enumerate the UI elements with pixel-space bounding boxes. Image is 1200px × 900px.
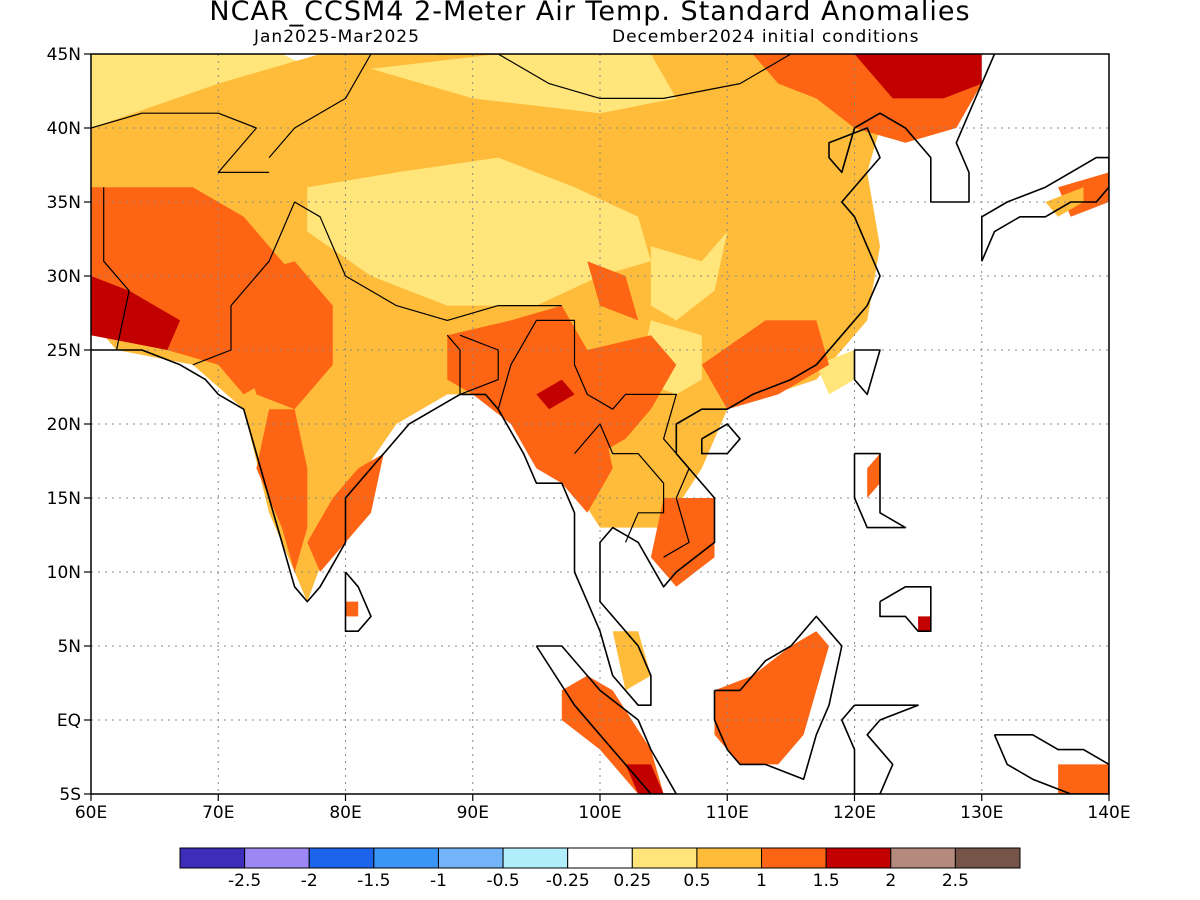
- lat-tick-label: EQ: [57, 711, 81, 731]
- border-indochina-border: [612, 393, 690, 558]
- anomaly-region-malaya-mid: [612, 631, 651, 691]
- colorbar-swatch: [437, 847, 504, 869]
- border-central-asia-border: [91, 112, 270, 173]
- coastline-luzon-coast: [853, 452, 907, 529]
- border-china-mongolia-border: [434, 54, 794, 100]
- lat-tick-label: 20N: [47, 415, 81, 435]
- anomaly-region-philippines-high: [867, 453, 880, 498]
- colorbar-label: -1.5: [357, 871, 390, 891]
- lon-tick-label: 90E: [457, 803, 489, 823]
- coastline-new-guinea-coast: [993, 733, 1109, 794]
- colorbar-label: -0.5: [486, 871, 519, 891]
- colorbar-label: 2.5: [942, 871, 969, 891]
- initial-conditions: December2024 initial conditions: [612, 27, 920, 47]
- anomaly-region-myanmar-very-high: [536, 379, 575, 410]
- anomaly-region-sri-lanka-high: [345, 601, 359, 617]
- lon-tick-label: 110E: [706, 803, 749, 823]
- coastline-sri-lanka-coast: [344, 571, 372, 633]
- colorbar-swatch: [890, 847, 956, 869]
- lon-tick-label: 130E: [960, 803, 1003, 823]
- map-content: [91, 54, 1109, 794]
- chart-title: NCAR_CCSM4 2-Meter Air Temp. Standard An…: [209, 0, 971, 27]
- lat-tick-label: 5S: [59, 785, 81, 805]
- coastline-borneo-coast: [713, 615, 843, 781]
- coastline-sulawesi-coast: [840, 704, 919, 794]
- lon-tick-label: 60E: [75, 803, 107, 823]
- anomaly-region-west-asia-very-high: [91, 276, 181, 350]
- colorbar-swatch: [567, 847, 633, 869]
- lon-tick-label: 120E: [833, 803, 876, 823]
- lon-tick-label: 140E: [1087, 803, 1130, 823]
- border-myanmar-border: [497, 319, 614, 410]
- coastline-taiwan-coast: [853, 349, 881, 396]
- lat-tick-label: 10N: [47, 563, 81, 583]
- lat-tick-label: 40N: [47, 119, 81, 139]
- colorbar-label: 1: [756, 871, 767, 891]
- anomaly-region-bangladesh-myanmar-high: [447, 305, 613, 513]
- colorbar-label: -1: [430, 871, 447, 891]
- anomaly-region-plateau-east-light: [650, 231, 728, 321]
- border-bangladesh-border: [446, 334, 499, 395]
- lat-tick-label: 45N: [47, 45, 81, 65]
- colorbar-swatch: [308, 847, 375, 869]
- lat-tick-label: 15N: [47, 489, 81, 509]
- lat-tick-label: 25N: [47, 341, 81, 361]
- lat-tick-label: 30N: [47, 267, 81, 287]
- colorbar-label: -2.5: [228, 871, 261, 891]
- colorbar-swatch: [761, 847, 827, 869]
- anomaly-region-sumatra-very-high: [625, 764, 664, 794]
- lon-tick-label: 70E: [202, 803, 234, 823]
- lon-tick-label: 80E: [329, 803, 361, 823]
- colorbar-swatch: [954, 847, 1021, 869]
- coastline-sumatra-coast: [535, 645, 678, 794]
- anomaly-region-northwest-india-high: [243, 261, 333, 410]
- colorbar-label: 1.5: [813, 871, 840, 891]
- anomaly-region-vietnam-south-high: [650, 498, 715, 587]
- anomaly-region-new-guinea-high: [1058, 764, 1109, 794]
- border-thai-border: [574, 423, 665, 543]
- border-china-west-border: [268, 54, 372, 158]
- colorbar: -2.5 -2 -1.5 -1 -0.5 -0.25 0.25 0.5 1 1.5 2 2.5: [179, 847, 1021, 891]
- axis-ticks: 60E 70E 80E 90E 100E 110E 120E 130E 140E 45N 40N 35…: [47, 45, 1131, 823]
- anomaly-region-mindanao-very-high: [918, 616, 931, 632]
- anomaly-region-india-west-high: [256, 409, 308, 572]
- forecast-period: Jan2025-Mar2025: [254, 27, 420, 47]
- border-iran-afghan-border: [103, 187, 130, 351]
- anomaly-region-manchuria-very-high: [854, 54, 982, 99]
- coastline-asia-south-coast: [91, 54, 996, 707]
- anomaly-region-tibet-south-high: [587, 261, 639, 321]
- coastline-layer: [91, 54, 1109, 794]
- lon-tick-label: 100E: [578, 803, 621, 823]
- colorbar-swatch: [825, 847, 892, 869]
- colorbar-label: -2: [301, 871, 318, 891]
- lat-tick-label: 5N: [57, 637, 81, 657]
- coastline-hainan-coast: [700, 423, 741, 455]
- colorbar-swatch: [179, 847, 246, 869]
- coastline-japan-coast: [980, 156, 1109, 262]
- border-himalaya-border: [294, 201, 562, 321]
- colorbar-label: 0.25: [613, 871, 651, 891]
- colorbar-swatch: [696, 847, 763, 869]
- colorbar-swatch: [631, 847, 698, 869]
- anomaly-fill-layer: [91, 54, 1109, 794]
- colorbar-swatch: [244, 847, 310, 869]
- colorbar-label: 0.5: [683, 871, 710, 891]
- border-india-pakistan-border: [192, 201, 296, 366]
- colorbar-label: -0.25: [546, 871, 590, 891]
- colorbar-label: 2: [885, 871, 896, 891]
- lat-tick-label: 35N: [47, 193, 81, 213]
- coastline-mindanao-coast: [879, 585, 932, 633]
- anomaly-region-borneo-high: [714, 631, 829, 765]
- colorbar-swatch: [502, 847, 569, 869]
- colorbar-swatch: [373, 847, 439, 869]
- anomaly-region-tibet-light: [307, 157, 651, 306]
- anomaly-region-south-china-high: [701, 320, 829, 410]
